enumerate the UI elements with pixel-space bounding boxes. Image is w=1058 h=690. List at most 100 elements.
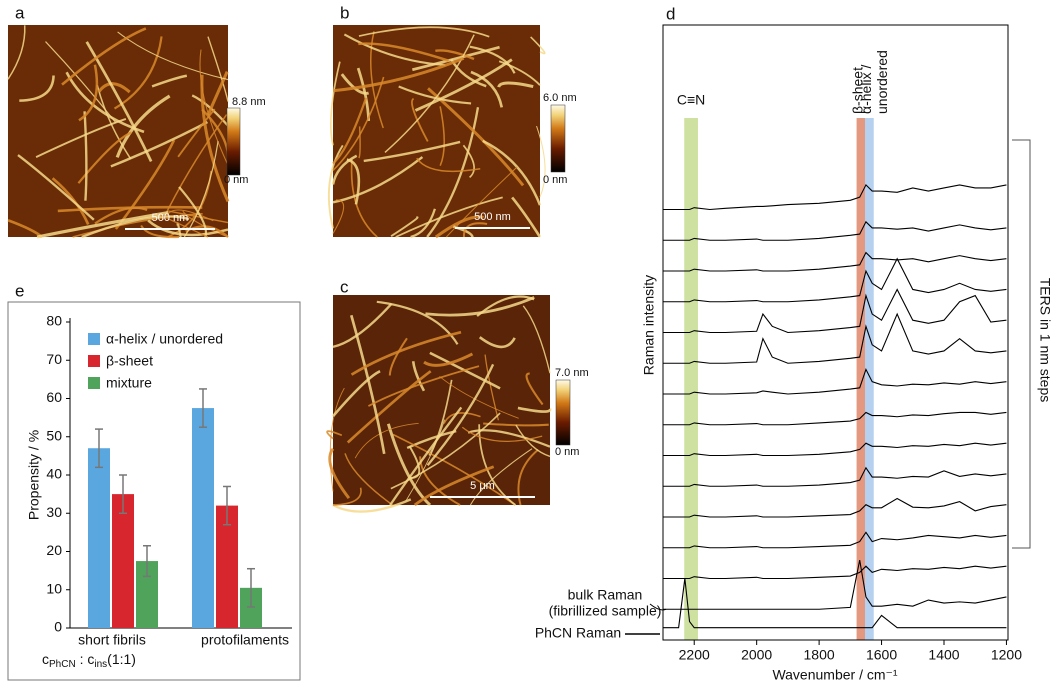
- fibril: [525, 372, 544, 406]
- y-tick-label: 50: [46, 427, 62, 443]
- spectrum: [663, 578, 1007, 629]
- panel-label: e: [15, 281, 24, 300]
- fibril: [168, 210, 229, 224]
- annotation: PhCN Raman: [535, 625, 621, 641]
- fibril: [423, 352, 474, 367]
- y-axis-label: Raman intensity: [641, 275, 657, 375]
- fibril: [176, 222, 182, 238]
- fibril: [398, 85, 472, 105]
- bracket-label: TERS in 1 nm steps: [1037, 278, 1053, 403]
- fibril: [384, 34, 475, 153]
- legend-label: β-sheet: [106, 353, 153, 369]
- fibril: [51, 177, 90, 225]
- fibril: [445, 166, 518, 238]
- band-label: α-helix /: [858, 65, 874, 114]
- x-tick-label: 1200: [991, 647, 1022, 663]
- y-axis-label: Propensity / %: [26, 430, 42, 520]
- colorbar-min: 0 nm: [224, 174, 248, 186]
- fibril: [367, 365, 480, 407]
- fibril: [517, 448, 539, 506]
- fibril: [350, 159, 378, 238]
- fibril: [72, 213, 203, 238]
- colorbar-max: 7.0 nm: [555, 367, 589, 379]
- fibril: [110, 120, 209, 168]
- fibril: [376, 300, 459, 345]
- fibril: [358, 42, 450, 62]
- fibril: [358, 26, 490, 38]
- bar: [240, 587, 262, 628]
- x-tick-label: 1600: [866, 647, 897, 663]
- x-tick-label: 2200: [679, 647, 710, 663]
- fibril: [328, 447, 351, 500]
- band: [856, 118, 866, 640]
- spectrum: [663, 531, 1007, 549]
- bar: [112, 494, 134, 628]
- fibril: [94, 206, 148, 225]
- fibril: [151, 74, 188, 88]
- scale-bar-label: 500 nm: [474, 211, 511, 223]
- fibril: [140, 224, 180, 239]
- fibril: [483, 422, 549, 427]
- legend-swatch: [88, 377, 100, 389]
- spectrum: [663, 183, 1007, 211]
- fibril: [511, 196, 542, 238]
- bar: [88, 448, 110, 628]
- fibril: [390, 216, 419, 238]
- fibril: [386, 423, 432, 507]
- fibril: [536, 125, 546, 198]
- spectrum: [663, 220, 1007, 241]
- fibril: [178, 186, 208, 238]
- colorbar: [226, 107, 241, 176]
- fibril: [390, 412, 501, 490]
- fibril: [332, 302, 393, 349]
- fibril: [416, 157, 481, 173]
- y-tick-label: 0: [54, 619, 62, 635]
- fibril: [177, 108, 216, 158]
- band: [684, 118, 698, 640]
- fibril: [395, 196, 503, 238]
- legend-label: α-helix / unordered: [106, 331, 223, 347]
- spectrum: [663, 565, 1007, 580]
- fibril: [434, 215, 484, 239]
- category-note-part: : c: [76, 651, 95, 667]
- fibril: [115, 94, 171, 158]
- fibril: [363, 140, 461, 163]
- colorbar: [555, 379, 571, 446]
- spectrum: [663, 367, 1007, 395]
- fibril: [388, 337, 408, 376]
- y-tick-label: 20: [46, 542, 62, 558]
- category-note-part: (1:1): [107, 651, 136, 667]
- x-tick-label: 2000: [741, 647, 772, 663]
- fibril: [411, 97, 429, 142]
- fibril: [469, 45, 516, 74]
- panel-frame: [7, 301, 301, 681]
- fibril: [414, 58, 513, 112]
- fibril: [332, 156, 424, 204]
- fibril: [405, 419, 445, 502]
- fibril: [61, 27, 147, 86]
- y-tick-label: 40: [46, 466, 62, 482]
- bracket: [1012, 139, 1031, 549]
- fibril: [17, 154, 95, 221]
- band-label: C≡N: [677, 92, 705, 108]
- fibril: [332, 76, 385, 172]
- fibril: [470, 70, 504, 108]
- x-tick-label: 1800: [804, 647, 835, 663]
- category-note-part: ins: [94, 659, 107, 670]
- fibril: [428, 379, 453, 456]
- fibrils: [326, 295, 552, 513]
- fibril: [78, 64, 99, 122]
- spectrum: [663, 497, 1007, 518]
- fibril: [478, 424, 517, 506]
- y-tick-label: 30: [46, 504, 62, 520]
- band-label: β-sheet: [849, 67, 865, 114]
- fibril: [199, 49, 229, 166]
- fibril: [332, 97, 368, 165]
- y-tick-label: 60: [46, 389, 62, 405]
- x-tick-label: short fibrils: [78, 632, 146, 648]
- fibril: [166, 209, 214, 222]
- fibril: [340, 73, 370, 95]
- fibril: [427, 87, 525, 187]
- annotation: bulk Raman: [568, 587, 643, 603]
- band: [865, 118, 874, 640]
